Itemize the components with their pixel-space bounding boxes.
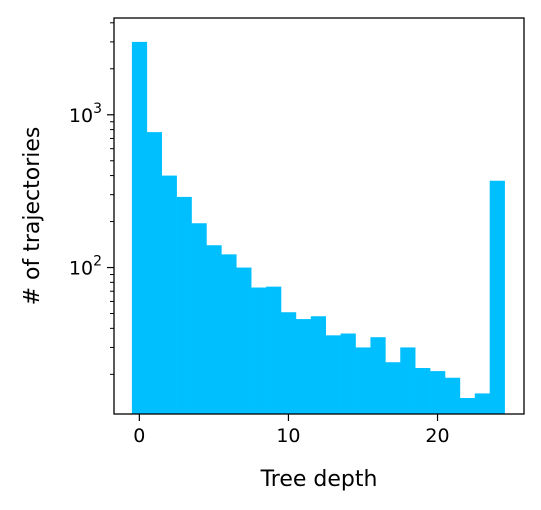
histogram-bar <box>161 175 177 414</box>
histogram-bar <box>310 316 327 414</box>
histogram-bar <box>444 377 461 414</box>
histogram-bar <box>489 180 505 414</box>
x-axis-label: Tree depth <box>260 467 378 492</box>
histogram-bar <box>325 335 341 414</box>
histogram-bar <box>340 333 356 414</box>
histogram-bar <box>474 393 491 414</box>
histogram-bar <box>221 254 237 414</box>
y-tick-label: 103 <box>69 101 102 127</box>
x-axis-ticks: 0 10 20 <box>133 414 450 447</box>
histogram-bar <box>191 223 207 414</box>
histogram-bar <box>385 362 401 414</box>
y-axis-ticks: 103 102 <box>69 22 114 375</box>
bars-group <box>131 41 505 414</box>
histogram-bar <box>370 337 386 414</box>
histogram-bar <box>146 132 163 414</box>
histogram-bar <box>266 286 282 414</box>
histogram-bar <box>206 245 222 414</box>
x-tick-label: 20 <box>425 425 449 447</box>
histogram-bar <box>459 397 476 414</box>
histogram-bar <box>415 368 431 414</box>
y-tick-label: 102 <box>69 254 102 280</box>
histogram-bar <box>355 347 371 414</box>
histogram-bar <box>176 196 192 414</box>
x-tick-label: 10 <box>276 425 300 447</box>
histogram-bar <box>236 267 252 414</box>
plot-frame <box>113 17 525 415</box>
histogram-bar <box>131 41 148 414</box>
x-tick-label: 0 <box>133 425 145 447</box>
histogram-bar <box>251 287 267 414</box>
y-axis-label: # of trajectories <box>20 127 45 306</box>
histogram-bar <box>295 319 312 414</box>
histogram-bar <box>280 312 297 414</box>
histogram-bar <box>400 347 416 414</box>
histogram-bar <box>430 371 446 414</box>
